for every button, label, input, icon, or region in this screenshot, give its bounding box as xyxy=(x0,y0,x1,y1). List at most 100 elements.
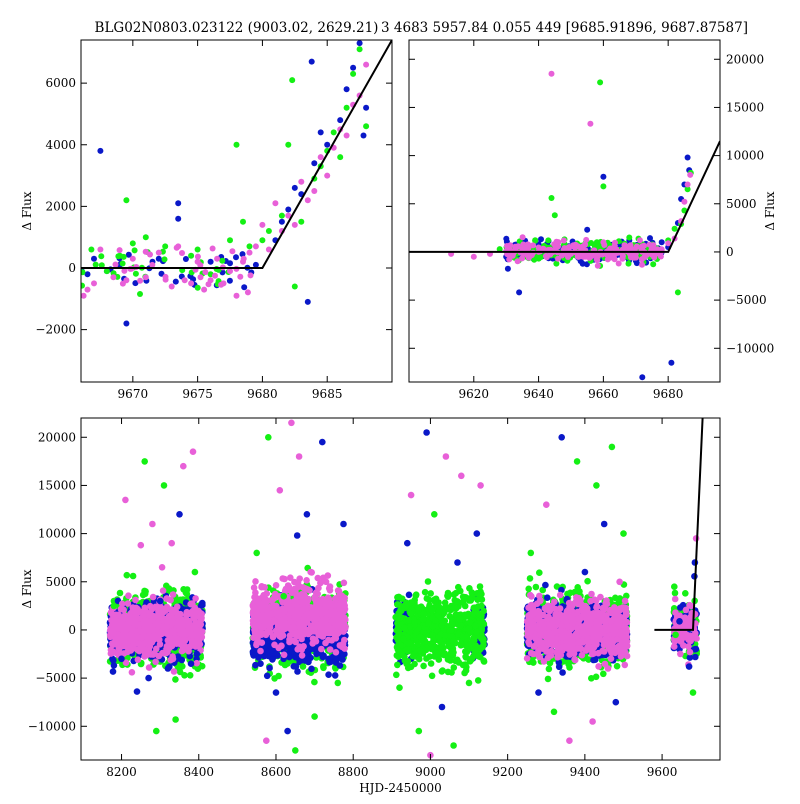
data-point xyxy=(337,154,343,160)
data-point xyxy=(281,576,288,583)
data-point xyxy=(628,242,634,248)
chart-title: 3 4683 5957.84 0.055 449 [9685.91896, 96… xyxy=(381,20,748,36)
data-point xyxy=(326,626,333,633)
data-point xyxy=(183,256,189,262)
data-point xyxy=(350,65,356,71)
data-point xyxy=(505,266,511,272)
data-point xyxy=(259,612,266,619)
data-point xyxy=(198,274,204,280)
data-point xyxy=(299,596,306,603)
data-point xyxy=(318,154,324,160)
x-tick-label: 9670 xyxy=(118,387,149,401)
data-point xyxy=(267,629,274,636)
data-point xyxy=(142,605,149,612)
outlier-point xyxy=(265,434,272,441)
data-point xyxy=(272,618,279,625)
data-point xyxy=(162,256,168,262)
data-point xyxy=(561,238,567,244)
data-point xyxy=(324,173,330,179)
data-point xyxy=(155,632,162,639)
data-point xyxy=(261,602,268,609)
data-point xyxy=(281,652,288,659)
data-point xyxy=(208,259,214,265)
data-point xyxy=(298,179,304,185)
data-point xyxy=(119,601,126,608)
outlier-point xyxy=(149,521,156,528)
data-point xyxy=(201,287,207,293)
outlier-point xyxy=(327,583,334,590)
outlier-point xyxy=(157,598,164,605)
data-point xyxy=(357,46,363,52)
outlier-point xyxy=(277,487,284,494)
data-point xyxy=(280,622,287,629)
outlier-point xyxy=(257,660,264,667)
data-point xyxy=(552,212,558,218)
data-point xyxy=(123,321,129,327)
outlier-point xyxy=(172,716,179,723)
data-point xyxy=(144,638,151,645)
data-point xyxy=(332,672,339,679)
data-point xyxy=(247,250,253,256)
season-cloud-3 xyxy=(392,429,487,758)
data-point xyxy=(273,582,280,589)
data-point xyxy=(311,679,318,686)
data-point xyxy=(164,645,171,652)
data-point xyxy=(520,234,526,240)
data-point xyxy=(129,669,136,676)
data-point xyxy=(363,105,369,111)
outlier-point xyxy=(335,680,342,687)
data-point xyxy=(202,269,208,275)
data-point xyxy=(303,577,310,584)
data-point xyxy=(650,261,656,267)
data-point xyxy=(298,219,304,225)
data-point xyxy=(142,588,149,595)
data-point xyxy=(120,261,126,267)
x-tick-label: 9620 xyxy=(459,387,490,401)
data-point xyxy=(132,247,138,253)
data-point xyxy=(272,200,278,206)
data-point xyxy=(325,599,332,606)
data-point xyxy=(309,59,315,65)
outlier-point xyxy=(296,453,303,460)
data-point xyxy=(155,622,162,629)
data-point xyxy=(175,216,181,222)
data-point xyxy=(91,280,97,286)
data-point xyxy=(277,632,284,639)
data-point xyxy=(318,129,324,135)
outlier-point xyxy=(311,713,318,720)
data-point xyxy=(133,271,139,277)
data-point xyxy=(555,243,561,249)
data-point xyxy=(143,620,150,627)
data-point xyxy=(647,235,653,241)
data-point xyxy=(182,277,188,283)
data-point xyxy=(97,148,103,154)
data-point xyxy=(633,255,639,261)
data-point xyxy=(570,242,576,248)
data-point xyxy=(318,646,325,653)
outlier-point xyxy=(288,420,295,427)
data-point xyxy=(97,247,103,253)
data-point xyxy=(219,258,225,264)
y-tick-label: −10000 xyxy=(726,341,774,355)
data-point xyxy=(549,71,555,77)
data-point xyxy=(237,274,243,280)
data-point xyxy=(195,247,201,253)
data-point xyxy=(266,228,272,234)
data-point xyxy=(179,250,185,256)
outlier-point xyxy=(134,688,141,695)
data-point xyxy=(285,207,291,213)
data-point xyxy=(668,360,674,366)
data-point xyxy=(194,628,201,635)
plot-area xyxy=(409,71,720,381)
data-point xyxy=(289,77,295,83)
y-tick-label: −5000 xyxy=(726,293,767,307)
data-point xyxy=(304,656,311,663)
data-point xyxy=(282,615,289,622)
data-point xyxy=(170,628,177,635)
data-point xyxy=(333,649,340,656)
data-point xyxy=(315,622,322,629)
data-point xyxy=(170,656,177,663)
